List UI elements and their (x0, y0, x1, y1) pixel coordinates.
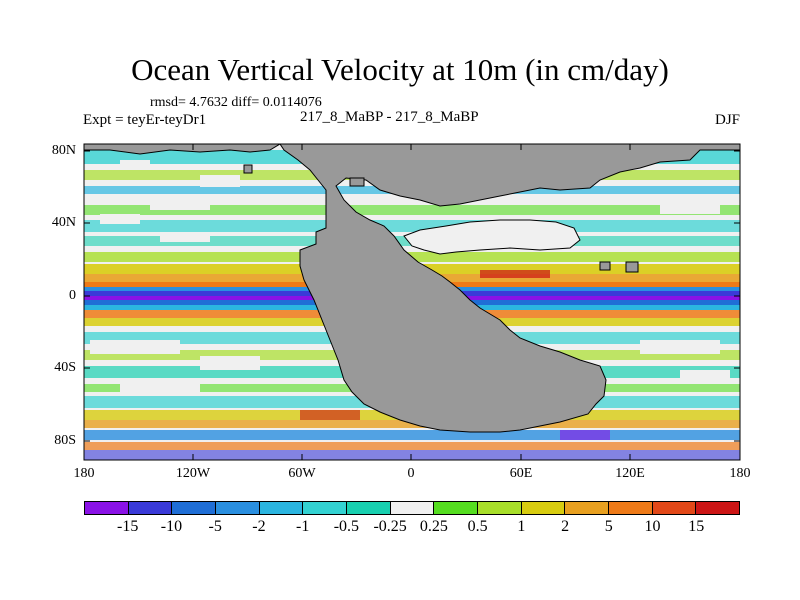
x-tick-label: 60E (509, 466, 533, 481)
land-north (84, 144, 281, 155)
colorbar-box (609, 502, 653, 514)
chart-title: Ocean Vertical Velocity at 10m (in cm/da… (131, 52, 669, 87)
colorbar-level-label: -15 (117, 518, 139, 535)
colorbar-box (128, 502, 173, 514)
colorbar-box (565, 502, 610, 514)
y-tick-label: 0 (69, 288, 76, 303)
stats-text: rmsd= 4.7632 diff= 0.0114076 (150, 95, 322, 110)
land-mass-west (279, 144, 740, 433)
colorbar-level-label: -5 (208, 518, 222, 535)
colorbar-box (434, 502, 479, 514)
colorbar-box (172, 502, 217, 514)
x-tick-label: 180 (729, 466, 751, 481)
x-tick-label: 60W (288, 466, 316, 481)
colorbar-level-label: 10 (644, 518, 661, 535)
y-tick-label: 80S (54, 433, 76, 448)
colorbar-box (259, 502, 304, 514)
colorbar-box (652, 502, 697, 514)
season-label: DJF (714, 112, 740, 128)
land-inlet (403, 219, 581, 255)
land-island-3 (599, 261, 611, 271)
land-island-4 (625, 261, 639, 273)
colorbar-level-label: -0.5 (333, 518, 360, 535)
colorbar-box (303, 502, 348, 514)
colorbar-level-label: 5 (604, 518, 613, 535)
land-layer (84, 144, 740, 433)
colorbar-box (390, 502, 435, 514)
colorbar-box (478, 502, 522, 514)
colorbar-level-label: 0.25 (419, 518, 448, 535)
x-tick-label: 180 (73, 466, 95, 481)
colorbar-level-label: 0.5 (467, 518, 488, 535)
land-island-2 (243, 164, 253, 174)
colorbar-level-label: 2 (561, 518, 570, 535)
y-tick-label: 40N (51, 215, 76, 230)
colorbar-level-label: -2 (252, 518, 266, 535)
x-tick-label: 120W (175, 466, 211, 481)
land-island-1 (349, 177, 365, 187)
colorbar-level-label: 1 (517, 518, 526, 535)
y-tick-label: 40S (54, 360, 76, 375)
colorbar-level-label: 15 (688, 518, 705, 535)
experiment-label: Expt = teyEr-teyDr1 (83, 112, 207, 128)
x-tick-label: 0 (407, 466, 415, 481)
colorbar-labels: -15 -10 -5 -2 -1 -0.5 -0.25 0.25 0.5 1 2 5 10 15 (0, 517, 800, 537)
x-tick-label: 120E (615, 466, 645, 481)
colorbar-box (347, 502, 391, 514)
colorbar-level-label: -0.25 (373, 518, 407, 535)
colorbar-box (521, 502, 566, 514)
period-label: 217_8_MaBP - 217_8_MaBP (300, 109, 479, 125)
colorbar-box (85, 502, 129, 514)
plot-frame (83, 143, 741, 461)
colorbar-level-label: -1 (295, 518, 310, 535)
tick-marks (84, 144, 740, 460)
colorbar (84, 501, 740, 515)
colorbar-box (696, 502, 740, 514)
colorbar-box (216, 502, 260, 514)
colorbar-level-label: -10 (160, 518, 183, 535)
y-tick-label: 80N (51, 143, 76, 158)
